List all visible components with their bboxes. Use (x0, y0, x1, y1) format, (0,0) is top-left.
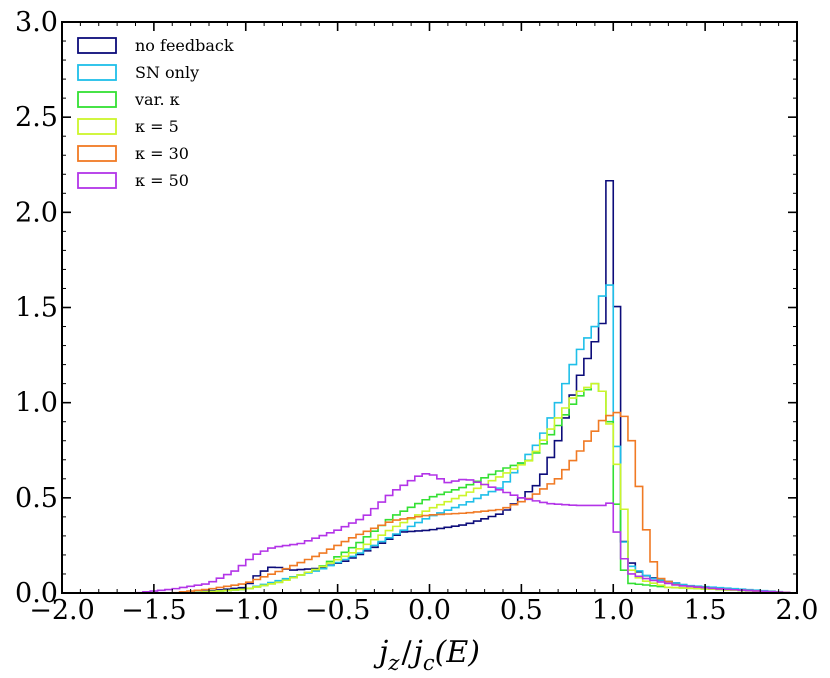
legend-label: κ = 50 (135, 171, 189, 190)
legend-label: SN only (135, 63, 199, 82)
x-tick-label: 1.0 (592, 595, 635, 626)
legend-label: κ = 5 (135, 117, 179, 136)
x-tick-label: −1.0 (213, 595, 279, 626)
x-axis-title-j1: j (373, 635, 388, 670)
y-tick-label: 2.5 (15, 102, 58, 133)
x-tick-label: −2.0 (29, 595, 95, 626)
y-tick-label: 0.0 (15, 578, 58, 609)
legend-swatch (77, 172, 117, 189)
series-line-3 (62, 382, 798, 594)
y-tick-label: 1.0 (15, 388, 58, 419)
y-tick-label: 1.5 (15, 293, 58, 324)
legend-swatch (77, 37, 117, 54)
x-axis-title-arg: (E) (435, 635, 480, 670)
series-line-5 (62, 473, 798, 594)
x-tick-label: 0.0 (408, 595, 451, 626)
series-line-2 (62, 382, 798, 594)
legend: no feedback SN only var. κ κ = 5 κ = 30 κ = 5… (77, 36, 234, 190)
x-tick-label: 2.0 (776, 595, 819, 626)
y-tick-label: 3.0 (15, 7, 58, 38)
legend-label: κ = 30 (135, 144, 189, 163)
legend-swatch (77, 145, 117, 162)
legend-label: no feedback (135, 36, 234, 55)
legend-swatch (77, 64, 117, 81)
legend-swatch (77, 91, 117, 108)
x-tick-label: 1.5 (684, 595, 727, 626)
x-axis-title-sub-z: z (387, 651, 400, 675)
series-line-1 (62, 284, 798, 594)
series-line-4 (62, 411, 798, 594)
x-tick-label: 0.5 (500, 595, 543, 626)
legend-swatch (77, 118, 117, 135)
x-axis-title-sub-c: c (423, 651, 435, 675)
plot-area: −2.0 −1.5 −1.0 −0.5 0.0 0.5 1.0 1.5 2.0 0.0 0.5 1.0… (15, 7, 818, 626)
y-tick-label: 2.0 (15, 197, 58, 228)
x-axis-title-slash: / (401, 635, 412, 670)
x-axis-title: jz/jc(E) (373, 635, 480, 675)
x-tick-label: −0.5 (305, 595, 371, 626)
y-tick-label: 0.5 (15, 483, 58, 514)
series-layer (62, 179, 798, 594)
x-tick-label: −1.5 (121, 595, 187, 626)
ticks-layer: −2.0 −1.5 −1.0 −0.5 0.0 0.5 1.0 1.5 2.0 0.0 0.5 1.0… (15, 7, 818, 626)
legend-label: var. κ (134, 90, 180, 109)
series-line-0 (62, 179, 798, 594)
